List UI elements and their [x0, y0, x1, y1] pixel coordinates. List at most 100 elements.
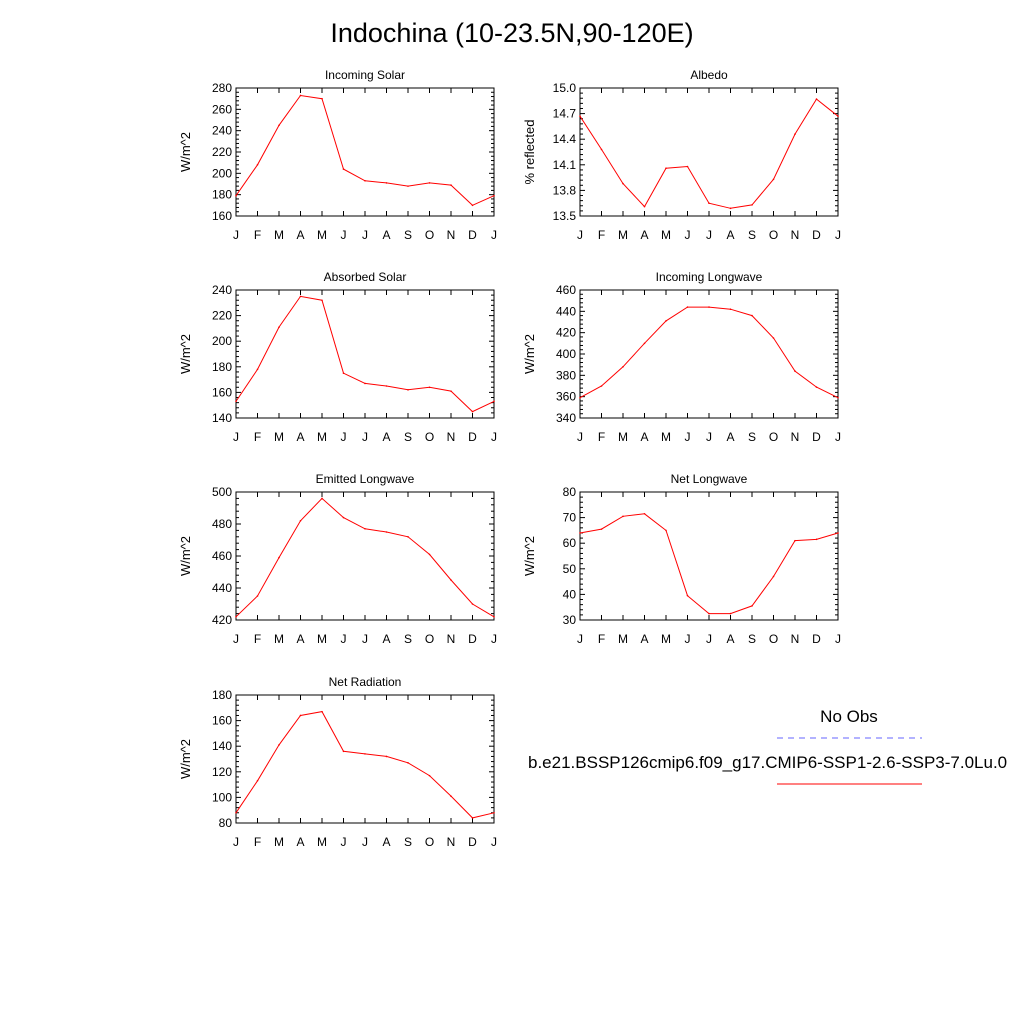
data-point [450, 184, 452, 186]
data-point [235, 194, 237, 197]
x-tick-label: J [835, 228, 841, 242]
y-axis-label: W/m^2 [522, 334, 537, 374]
y-tick-label: 440 [212, 581, 232, 595]
x-tick-label: J [341, 430, 347, 444]
y-tick-label: 80 [563, 485, 577, 499]
y-tick-label: 14.7 [553, 107, 577, 121]
x-tick-label: A [382, 430, 390, 444]
data-point [794, 370, 796, 372]
x-tick-label: M [661, 228, 671, 242]
data-point [364, 753, 366, 755]
y-tick-label: 420 [556, 326, 576, 340]
x-tick-label: J [685, 430, 691, 444]
x-tick-label: D [468, 835, 477, 849]
data-point [579, 115, 581, 117]
x-tick-label: O [425, 632, 434, 646]
data-point [493, 616, 495, 618]
plot-frame [579, 87, 839, 217]
data-point [643, 512, 646, 515]
data-point [278, 744, 280, 746]
x-tick-label: J [706, 228, 712, 242]
data-point [493, 811, 495, 814]
panel-title: Albedo [690, 68, 728, 82]
data-point [428, 553, 431, 556]
y-tick-label: 14.4 [553, 132, 577, 146]
data-point [686, 306, 689, 308]
data-point [815, 386, 818, 388]
data-point [428, 774, 431, 777]
legend: No Obs b.e21.BSSP126cmip6.f09_g17.CMIP6-S… [528, 707, 1007, 785]
y-tick-label: 15.0 [553, 81, 577, 95]
x-tick-label: A [640, 228, 648, 242]
data-point [837, 396, 839, 399]
x-tick-label: J [233, 835, 239, 849]
x-tick-label: A [726, 430, 734, 444]
y-tick-label: 180 [212, 188, 232, 202]
data-point [321, 497, 323, 500]
data-point [729, 612, 732, 615]
data-point [600, 528, 603, 530]
x-tick-label: S [404, 632, 412, 646]
data-point [665, 320, 667, 322]
y-tick-label: 360 [556, 390, 576, 404]
y-axis-label: W/m^2 [178, 536, 193, 576]
data-point [471, 817, 474, 819]
y-tick-label: 460 [556, 283, 576, 297]
data-point [471, 410, 474, 413]
x-tick-label: N [447, 228, 456, 242]
data-point [600, 148, 603, 151]
x-tick-label: J [706, 430, 712, 444]
x-tick-label: O [425, 835, 434, 849]
data-point [407, 536, 409, 538]
x-tick-label: M [618, 228, 628, 242]
panel-albedo: Albedo % reflected 13.5 13.8 14.1 14.4 14.7 15.… [522, 68, 841, 242]
data-point [385, 182, 388, 184]
y-tick-label: 220 [212, 145, 232, 159]
page-title: Indochina (10-23.5N,90-120E) [330, 18, 694, 48]
x-tick-label: A [640, 430, 648, 444]
x-tick-label: N [791, 632, 800, 646]
legend-model-label: b.e21.BSSP126cmip6.f09_g17.CMIP6-SSP1-2.… [528, 753, 1007, 772]
data-point [364, 528, 366, 530]
y-tick-label: 160 [212, 714, 232, 728]
data-point [299, 94, 302, 97]
panel-incoming-longwave: Incoming Longwave W/m^2 340 360 380 400 420 440… [522, 270, 841, 444]
data-point [235, 811, 237, 814]
data-point [729, 207, 732, 210]
panel-incoming-solar: Incoming Solar W/m^2 160 180 200 220 240 260 280… [178, 68, 497, 242]
x-tick-label: N [447, 430, 456, 444]
data-point [321, 299, 323, 302]
data-point [600, 385, 603, 387]
x-tick-label: O [425, 430, 434, 444]
x-tick-label: M [618, 430, 628, 444]
x-tick-label: J [685, 632, 691, 646]
data-point [364, 382, 366, 385]
data-point [256, 595, 259, 597]
plot-frame [579, 289, 839, 419]
x-tick-label: M [661, 632, 671, 646]
x-tick-label: J [835, 632, 841, 646]
data-point [428, 386, 431, 389]
x-tick-label: J [233, 228, 239, 242]
data-point [471, 204, 474, 207]
x-tick-label: F [598, 430, 605, 444]
plot-frame [235, 694, 495, 824]
x-tick-label: M [274, 430, 284, 444]
y-tick-label: 40 [563, 587, 577, 601]
x-tick-label: M [274, 632, 284, 646]
y-tick-label: 160 [212, 209, 232, 223]
x-tick-label: J [685, 228, 691, 242]
x-tick-label: J [706, 632, 712, 646]
data-point [837, 115, 839, 117]
panel-title: Incoming Longwave [656, 270, 763, 284]
data-point [278, 556, 280, 559]
data-point [643, 205, 646, 208]
x-tick-label: S [404, 228, 412, 242]
data-point [815, 98, 818, 100]
x-tick-label: J [362, 835, 368, 849]
y-tick-label: 160 [212, 385, 232, 399]
y-tick-label: 80 [219, 816, 233, 830]
x-tick-label: N [447, 632, 456, 646]
